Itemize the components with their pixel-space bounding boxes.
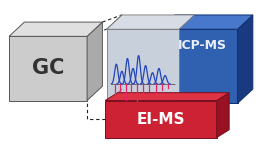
Polygon shape [217, 93, 229, 138]
Polygon shape [9, 36, 87, 101]
Polygon shape [107, 15, 194, 29]
Text: GC: GC [32, 58, 64, 78]
Polygon shape [160, 15, 253, 29]
Polygon shape [105, 93, 229, 101]
Text: ICP-MS: ICP-MS [178, 39, 227, 52]
Polygon shape [107, 29, 179, 103]
Polygon shape [9, 22, 102, 36]
Polygon shape [105, 101, 217, 138]
Polygon shape [87, 22, 102, 101]
Polygon shape [160, 29, 237, 103]
Text: EI-MS: EI-MS [137, 112, 185, 127]
Polygon shape [237, 15, 253, 103]
